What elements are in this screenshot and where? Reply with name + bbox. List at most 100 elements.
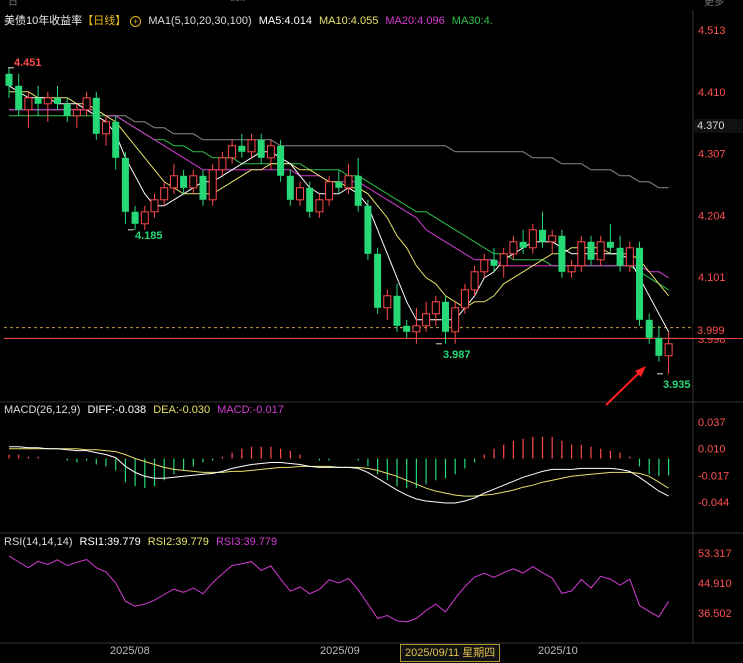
candle-body bbox=[412, 325, 421, 333]
candle-body bbox=[315, 199, 324, 213]
candle-body bbox=[325, 181, 334, 201]
diff-line bbox=[9, 446, 669, 504]
rsi-header: RSI(14,14,14) RSI1:39.779 RSI2:39.779 RS… bbox=[4, 536, 281, 548]
ma20-value: MA20:4.096 bbox=[385, 15, 445, 27]
candle-body bbox=[5, 73, 13, 86]
candle-body bbox=[296, 187, 304, 201]
candle-body bbox=[664, 343, 673, 357]
candle-body bbox=[509, 241, 518, 255]
candle-body bbox=[383, 295, 392, 309]
candle-body bbox=[63, 103, 71, 116]
candle-body bbox=[548, 235, 557, 243]
candle-body bbox=[625, 247, 634, 267]
ma-group-label[interactable]: MA1(5,10,20,30,100) bbox=[148, 15, 252, 27]
price-axis-tick: 4.101 bbox=[698, 272, 726, 284]
candle-body bbox=[558, 235, 566, 272]
ma5-value: MA5:4.014 bbox=[258, 15, 312, 27]
candle-body bbox=[655, 337, 663, 356]
candle-body bbox=[335, 181, 343, 188]
candle-body bbox=[189, 175, 198, 189]
candle-body bbox=[403, 325, 411, 332]
candle-body bbox=[218, 157, 227, 171]
candle-body bbox=[451, 307, 460, 333]
candle-body bbox=[616, 247, 624, 266]
candle-body bbox=[286, 175, 294, 200]
candle-body bbox=[519, 241, 527, 248]
candle-body bbox=[645, 319, 653, 338]
dea-line bbox=[9, 448, 669, 497]
candle-body bbox=[277, 145, 285, 176]
candle-body bbox=[180, 175, 188, 188]
candle-body bbox=[422, 313, 431, 327]
ma100-line bbox=[9, 109, 669, 189]
ma30-value: MA30:4. bbox=[451, 15, 493, 27]
price-axis-tick: 4.307 bbox=[698, 149, 726, 161]
price-axis-tick: 4.204 bbox=[698, 210, 726, 222]
candle-body bbox=[82, 97, 91, 111]
candle-body bbox=[344, 175, 353, 189]
ma30-line bbox=[9, 115, 669, 291]
candle-body bbox=[43, 97, 52, 105]
candle-body bbox=[160, 187, 169, 201]
candle-body bbox=[490, 259, 498, 266]
candle-body bbox=[199, 175, 207, 200]
rsi-line bbox=[8, 555, 670, 623]
candle-body bbox=[306, 187, 314, 212]
candle-body bbox=[169, 175, 178, 189]
candle-body bbox=[528, 229, 537, 249]
candle-body bbox=[442, 301, 449, 332]
candle-body bbox=[499, 253, 508, 267]
candle-body bbox=[24, 97, 33, 111]
annotation-low-2: 3.987 bbox=[443, 349, 471, 361]
rsi-axis-tick: 44.910 bbox=[698, 578, 732, 590]
candle-body bbox=[577, 241, 586, 267]
top-toolbar[interactable]: 日 tick 更多 bbox=[0, 0, 743, 8]
toolbar-fragment-mid[interactable]: tick bbox=[230, 0, 245, 4]
macd-diff-value: DIFF:-0.038 bbox=[87, 404, 147, 416]
rsi1-value: RSI1:39.779 bbox=[79, 536, 141, 548]
candle-body bbox=[102, 121, 110, 135]
candle-body bbox=[539, 229, 546, 242]
instrument-title: 美债10年收益率 bbox=[4, 15, 83, 27]
toolbar-fragment-right[interactable]: 更多 bbox=[704, 0, 724, 8]
annotation-high: 4.451 bbox=[14, 57, 42, 69]
candle-body bbox=[374, 253, 382, 308]
gear-icon[interactable]: + bbox=[130, 15, 142, 27]
rsi-label[interactable]: RSI(14,14,14) bbox=[4, 536, 73, 548]
macd-axis-tick: 0.037 bbox=[698, 417, 726, 429]
red-arrow-head bbox=[635, 366, 646, 377]
period-selector[interactable]: 【日线】 bbox=[82, 15, 127, 27]
red-arrow bbox=[605, 371, 641, 406]
current-price-tag: 4.370 bbox=[693, 119, 743, 133]
candle-body bbox=[72, 109, 81, 117]
macd-axis-tick: 0.010 bbox=[698, 444, 726, 456]
annotation-low-3: 3.935 bbox=[663, 379, 691, 391]
macd-axis-tick: -0.017 bbox=[698, 470, 729, 482]
candle-body bbox=[140, 211, 149, 225]
candle-body bbox=[480, 259, 489, 273]
candle-body bbox=[431, 301, 440, 315]
candle-body bbox=[606, 241, 614, 248]
macd-axis-tick: -0.044 bbox=[698, 497, 729, 509]
candle-body bbox=[112, 121, 120, 158]
candle-body bbox=[460, 289, 469, 309]
candle-body bbox=[587, 241, 595, 260]
candle-body bbox=[238, 145, 246, 152]
candle-body bbox=[470, 271, 479, 291]
candle-body bbox=[150, 199, 159, 213]
candle-body bbox=[393, 295, 401, 326]
toolbar-fragment-left[interactable]: 日 bbox=[8, 0, 18, 8]
candle-body bbox=[567, 265, 576, 273]
candle-body bbox=[121, 157, 129, 212]
candle-body bbox=[92, 97, 100, 134]
candle-body bbox=[15, 85, 23, 110]
candle-body bbox=[228, 145, 237, 159]
rsi3-value: RSI3:39.779 bbox=[215, 536, 278, 548]
candle-body bbox=[266, 145, 275, 159]
candle-body bbox=[34, 97, 42, 104]
main-chart-header: 美债10年收益率【日线】 + MA1(5,10,20,30,100) MA5:4.… bbox=[4, 12, 497, 28]
macd-macd-value: MACD:-0.017 bbox=[217, 404, 284, 416]
date-label-aug: 2025/08 bbox=[110, 645, 150, 657]
macd-label[interactable]: MACD(26,12,9) bbox=[4, 404, 81, 416]
